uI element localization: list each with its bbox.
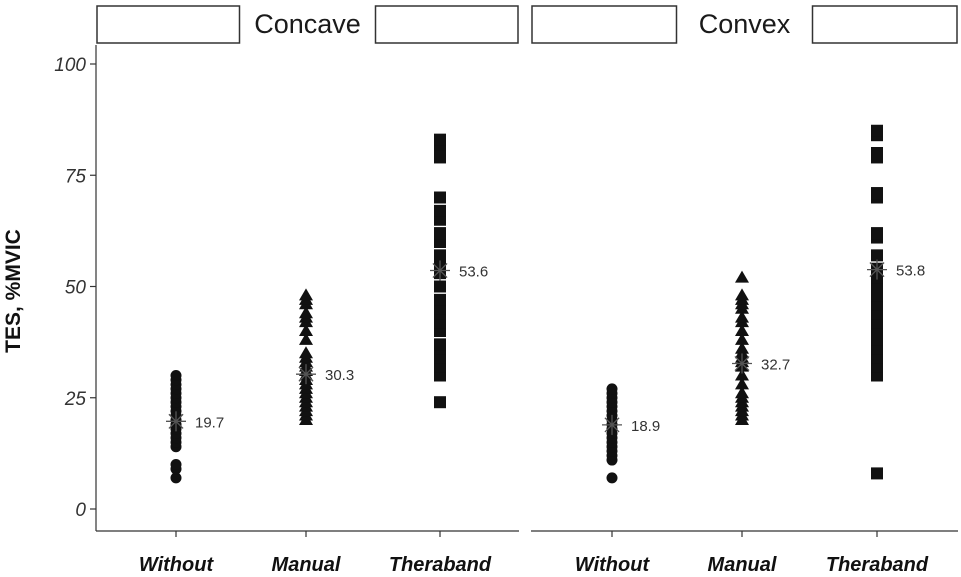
facet-strip-box-right xyxy=(811,5,958,44)
mean-markers: 19.7 30.3 53.6 18.9 32.7 53.8 xyxy=(166,259,925,435)
data-point-square xyxy=(434,204,446,217)
data-point-square xyxy=(434,249,446,262)
data-point-circle xyxy=(170,472,182,484)
mean-asterisk-stroke xyxy=(298,366,314,382)
x-tick-label: Without xyxy=(139,554,215,576)
y-tick-label: 0 xyxy=(75,500,86,521)
y-tick-label: 75 xyxy=(65,166,87,187)
mean-asterisk-stroke xyxy=(869,262,885,278)
data-point-square xyxy=(434,133,446,146)
facet-strips: Concave Convex xyxy=(96,5,958,44)
data-point-triangle xyxy=(735,310,749,323)
facet-strip: Convex xyxy=(531,5,958,44)
y-axis-label: TES, %MVIC xyxy=(2,229,25,353)
y-tick-label: 50 xyxy=(65,278,87,299)
data-point-triangle xyxy=(735,341,749,354)
data-point-square xyxy=(871,187,883,200)
axes-layer: 0 25 50 75 100 Without Manual Theraband Without M… xyxy=(54,45,958,576)
data-point-triangle xyxy=(299,288,313,301)
mean-asterisk-stroke xyxy=(604,417,620,433)
data-point-circle xyxy=(170,370,182,381)
mean-value-label: 18.9 xyxy=(631,418,660,435)
data-point-square xyxy=(871,249,883,262)
facet-strip-box-right xyxy=(374,5,519,44)
facet-title: Concave xyxy=(254,9,361,39)
data-point-triangle xyxy=(299,306,313,319)
mean-asterisk xyxy=(166,411,186,432)
y-tick-label: 100 xyxy=(54,55,86,76)
data-point-square xyxy=(434,396,446,409)
x-tick-label: Manual xyxy=(272,554,341,576)
mean-value-label: 53.8 xyxy=(896,263,925,280)
data-point-triangle xyxy=(735,332,749,345)
y-tick-label: 25 xyxy=(64,389,87,410)
data-point-circle xyxy=(170,459,182,470)
data-point-square xyxy=(871,467,883,480)
facet-strip-box-left xyxy=(96,5,241,44)
data-point-circle xyxy=(606,472,618,484)
facet-title: Convex xyxy=(699,9,791,39)
data-point-square xyxy=(434,191,446,204)
mean-asterisk xyxy=(430,260,450,281)
data-point-triangle xyxy=(735,288,749,301)
data-point-square xyxy=(871,147,883,159)
data-point-square xyxy=(434,338,446,351)
data-points xyxy=(170,124,883,484)
mean-asterisk xyxy=(602,414,622,435)
mean-value-label: 53.6 xyxy=(459,263,488,280)
data-point-square xyxy=(434,227,446,240)
data-point-triangle xyxy=(735,270,749,283)
x-tick-label: Theraband xyxy=(826,554,929,576)
x-tick-label: Manual xyxy=(708,554,777,576)
mean-asterisk-stroke xyxy=(168,413,184,429)
mean-value-label: 19.7 xyxy=(195,414,224,431)
data-point-triangle xyxy=(735,324,749,336)
data-point-triangle xyxy=(735,368,749,381)
mean-asterisk xyxy=(732,353,752,374)
data-point-square xyxy=(871,124,883,137)
mean-asterisk-stroke xyxy=(432,262,448,279)
x-tick-label: Theraband xyxy=(389,554,492,576)
data-point-square xyxy=(434,280,446,293)
data-point-square xyxy=(871,227,883,240)
mean-asterisk xyxy=(867,259,887,280)
mean-value-label: 32.7 xyxy=(761,356,790,373)
mean-asterisk-stroke xyxy=(734,355,750,372)
data-point-square xyxy=(434,293,446,306)
data-point-circle xyxy=(606,383,618,395)
data-point-triangle xyxy=(735,377,749,390)
data-point-triangle xyxy=(299,332,313,345)
x-tick-label: Without xyxy=(575,554,651,576)
mean-value-label: 30.3 xyxy=(325,367,354,384)
data-point-triangle xyxy=(299,346,313,359)
facet-strip-box-left xyxy=(531,5,678,44)
facet-strip: Concave xyxy=(96,5,519,44)
data-point-triangle xyxy=(299,324,313,336)
mean-asterisk xyxy=(296,364,316,385)
data-point-triangle xyxy=(735,386,749,399)
